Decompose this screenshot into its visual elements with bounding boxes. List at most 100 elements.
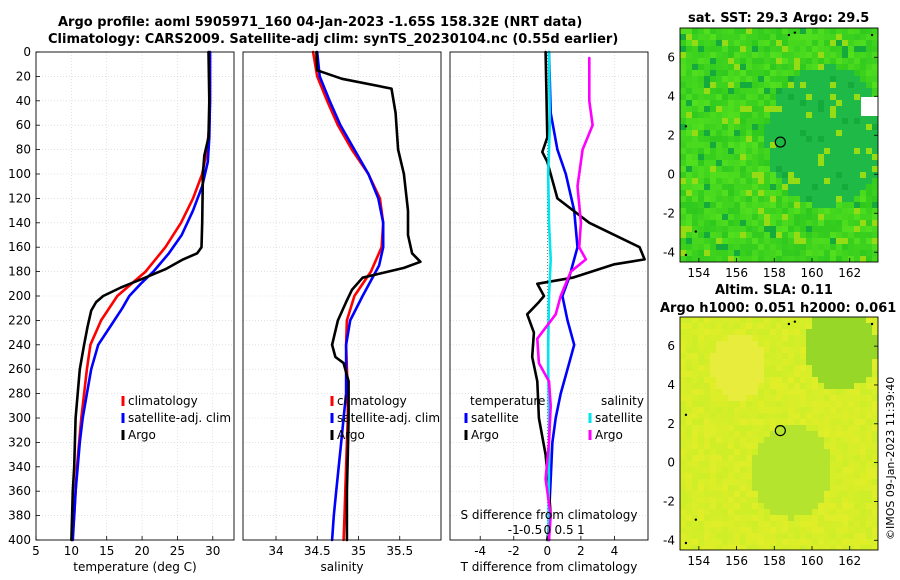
difference-profile-series-s-argo <box>536 56 594 542</box>
sst-map-ytick-label: -4 <box>663 245 675 259</box>
difference-profile-frame <box>449 51 649 541</box>
diff-legend-salinity-title: salinity <box>601 394 644 408</box>
figure-title-line1: Argo profile: aoml 5905971_160 04-Jan-20… <box>58 15 583 30</box>
sst-map-ytick-label: -2 <box>663 206 675 220</box>
sst-map-xtick-label: 162 <box>838 266 861 280</box>
sla-map-island <box>870 322 874 326</box>
temperature-ytick-label: 60 <box>16 118 31 132</box>
sla-map-island <box>684 413 688 417</box>
sst-map-island <box>694 230 698 233</box>
sla-map-ytick-label: 2 <box>667 417 675 431</box>
temperature-profile-xtick-label: 25 <box>170 544 185 558</box>
diff-legend-temp-argo-label: Argo <box>471 428 499 442</box>
difference-profile-xlabel: T difference from climatology <box>460 560 638 574</box>
salinity-profile-xtick-label: 34 <box>268 544 283 558</box>
sla-map-xtick-label: 158 <box>763 554 786 568</box>
temperature-ytick-label: 80 <box>16 143 31 157</box>
salinity-profile-xlabel: salinity <box>320 560 363 574</box>
sla-map-cells <box>680 317 878 550</box>
diff-legend-sal-argo-label: Argo <box>595 428 623 442</box>
sal-legend-climatology-label: climatology <box>337 394 407 408</box>
salinity-diff-xlabel: S difference from climatology <box>461 508 638 522</box>
difference-profile-xtick-label: 2 <box>577 544 585 558</box>
temperature-ytick-label: 40 <box>16 94 31 108</box>
temperature-ytick-label: 280 <box>8 387 31 401</box>
sla-map-xtick-label: 154 <box>687 554 710 568</box>
temperature-ytick-label: 340 <box>8 460 31 474</box>
salinity-diff-tick-label: 1 <box>577 523 585 537</box>
sst-map-argo-marker <box>774 136 786 148</box>
sla-map-island <box>684 541 688 545</box>
sla-map-ytick-label: 6 <box>667 339 675 353</box>
temperature-ytick-label: 380 <box>8 509 31 523</box>
temperature-ytick-label: 160 <box>8 240 31 254</box>
sst-map-xtick-label: 154 <box>687 266 710 280</box>
temperature-profile-xtick-label: 20 <box>134 544 149 558</box>
salinity-profile-xtick-label: 35.5 <box>386 544 413 558</box>
sla-map-ytick-label: 0 <box>667 456 675 470</box>
temperature-profile-series-satellite-adj-clim <box>71 50 212 542</box>
temperature-profile-xtick-label: 5 <box>32 544 40 558</box>
diff-legend-temp-satellite-label: satellite <box>471 411 519 425</box>
salinity-profile-frame <box>242 51 442 541</box>
sla-map-argo-marker <box>774 424 786 437</box>
salinity-diff-tick-label: -0.5 <box>519 523 542 537</box>
temperature-ytick-label: 200 <box>8 289 31 303</box>
salinity-diff-tick-label: 0.5 <box>555 523 574 537</box>
sst-map-ytick-label: 4 <box>667 89 675 103</box>
temperature-ytick-label: 140 <box>8 216 31 230</box>
temperature-ytick-label: 300 <box>8 411 31 425</box>
temperature-ytick-label: 20 <box>16 69 31 83</box>
salinity-diff-tick-label: 0 <box>544 523 552 537</box>
sst-map-island <box>870 33 874 37</box>
sst-map-island <box>684 253 688 257</box>
temp-legend-satellite-label: satellite-adj. clim <box>128 411 231 425</box>
sla-map-island <box>787 322 791 326</box>
sst-map-island <box>684 125 688 128</box>
sst-map-frame <box>679 27 879 263</box>
sst-map-xtick-label: 158 <box>763 266 786 280</box>
sst-map-ytick-label: 6 <box>667 50 675 64</box>
temperature-ytick-label: 120 <box>8 191 31 205</box>
temperature-profile-series-argo <box>70 50 211 542</box>
sst-map-missing-data <box>861 97 878 116</box>
sst-map-title: sat. SST: 29.3 Argo: 29.5 <box>688 11 870 26</box>
sst-map-xtick-label: 156 <box>725 266 748 280</box>
temperature-ytick-label: 400 <box>8 533 31 547</box>
difference-profile-series-s-satellite <box>546 50 552 542</box>
sla-map-ytick-label: 4 <box>667 378 675 392</box>
figure-title-line2: Climatology: CARS2009. Satellite-adj cli… <box>48 32 619 47</box>
sst-map-ytick-label: 2 <box>667 128 675 142</box>
sla-map-title-line2: Argo h1000: 0.051 h2000: 0.061 <box>660 301 897 316</box>
salinity-profile-series-climatology <box>311 50 385 542</box>
temperature-ytick-label: 100 <box>8 167 31 181</box>
sst-map-xtick-label: 160 <box>801 266 824 280</box>
temperature-ytick-label: 220 <box>8 313 31 327</box>
temp-legend-climatology-label: climatology <box>128 394 198 408</box>
salinity-diff-tick-label: -1 <box>508 523 520 537</box>
diff-legend-temperature-title: temperature <box>470 394 545 408</box>
sst-map-cells <box>680 28 878 262</box>
difference-profile-series-t-satellite <box>547 50 579 542</box>
temperature-ytick-label: 360 <box>8 484 31 498</box>
sal-legend-satellite-label: satellite-adj. clim <box>337 411 440 425</box>
temperature-ytick-label: 320 <box>8 435 31 449</box>
sst-map-island <box>787 33 791 37</box>
difference-profile-xtick-label: -2 <box>508 544 520 558</box>
difference-profile-series-t-argo <box>525 50 646 542</box>
difference-profile-xtick-label: 0 <box>544 544 552 558</box>
difference-profile-xtick-label: -4 <box>474 544 486 558</box>
difference-profile-xtick-label: 4 <box>611 544 619 558</box>
temperature-ytick-label: 0 <box>23 45 31 59</box>
salinity-profile-series-argo <box>315 50 422 542</box>
temperature-ytick-label: 180 <box>8 265 31 279</box>
diff-legend-sal-satellite-label: satellite <box>595 411 643 425</box>
temp-legend-argo-label: Argo <box>128 428 156 442</box>
sla-map-ytick-label: -4 <box>663 533 675 547</box>
sla-map-frame <box>679 316 879 551</box>
sla-map-island <box>694 518 698 521</box>
temperature-ytick-label: 260 <box>8 362 31 376</box>
sla-map-xtick-label: 160 <box>801 554 824 568</box>
sst-map-island <box>793 31 797 34</box>
